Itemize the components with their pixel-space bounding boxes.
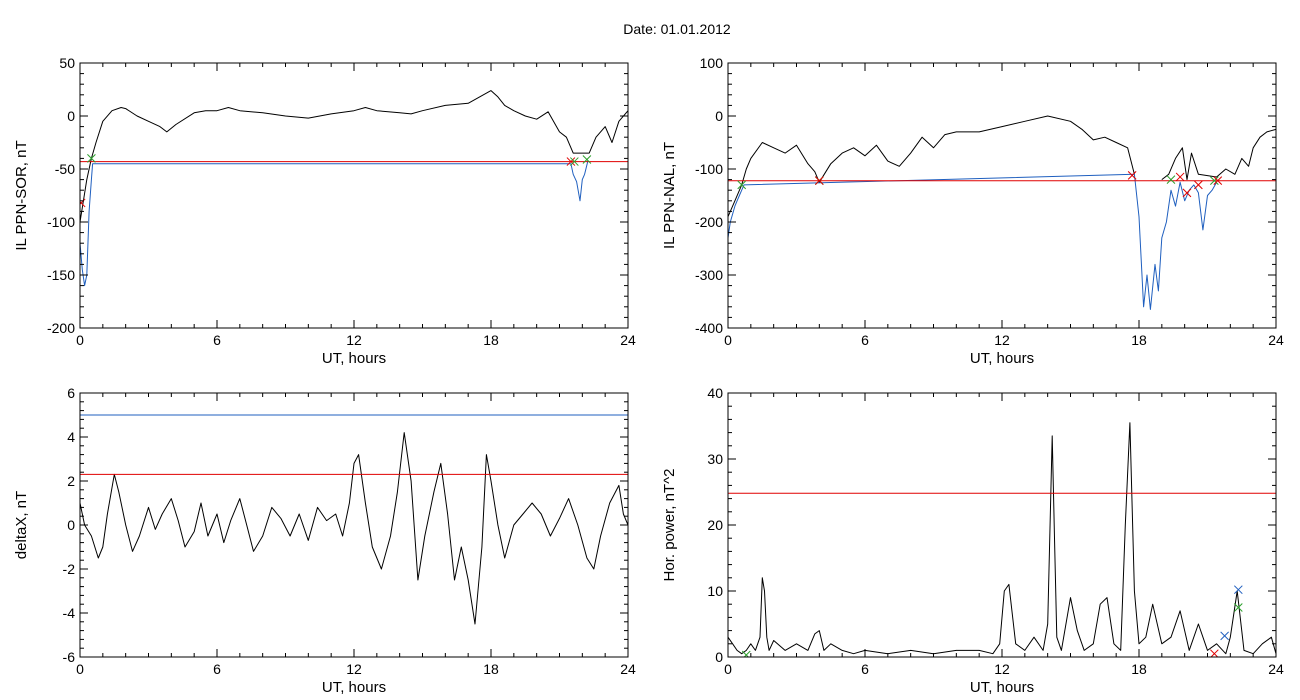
x-axis-label: UT, hours <box>970 679 1034 696</box>
y-tick-label: 20 <box>707 517 723 533</box>
marker-cross <box>87 154 96 163</box>
plot-area <box>80 414 628 625</box>
y-tick-label: -2 <box>63 561 76 577</box>
x-tick-label: 24 <box>620 332 636 348</box>
y-tick-label: -50 <box>55 161 75 177</box>
x-tick-label: 18 <box>1131 661 1147 677</box>
x-tick-label: 18 <box>1131 332 1147 348</box>
y-tick-label: 6 <box>67 385 75 401</box>
marker-cross <box>1233 585 1243 595</box>
figure-title: Date: 01.01.2012 <box>623 21 731 37</box>
y-tick-label: 100 <box>700 55 724 71</box>
x-tick-label: 24 <box>1268 661 1284 677</box>
x-tick-label: 0 <box>76 332 84 348</box>
y-tick-label: -4 <box>63 605 76 621</box>
marker-cross <box>566 157 576 166</box>
y-tick-label: -150 <box>47 267 75 283</box>
y-tick-label: -300 <box>695 267 723 283</box>
marker-cross <box>1220 631 1229 641</box>
axis-frame <box>727 62 1277 329</box>
y-tick-label: 10 <box>707 583 723 599</box>
marker-cross <box>814 176 824 186</box>
x-tick-label: 12 <box>994 332 1010 348</box>
series-line-0 <box>728 115 1135 217</box>
y-tick-label: 2 <box>67 473 75 489</box>
chart-panel-top-right: 0 6 12 18 24 -400 -300 -200 -100 0 100 UT, hours IL … <box>661 55 1284 367</box>
y-tick-label: -400 <box>695 320 723 336</box>
marker-cross <box>1213 176 1223 186</box>
y-tick-label: 0 <box>67 517 75 533</box>
x-tick-label: 24 <box>620 661 636 677</box>
marker-cross <box>1166 175 1176 184</box>
series-line-1 <box>728 173 1218 310</box>
series-line-2 <box>1161 128 1276 181</box>
series-line-0 <box>80 90 628 223</box>
y-tick-label: -200 <box>695 214 723 230</box>
marker-cross <box>741 650 751 657</box>
y-axis-label: IL PPN-NAL, nT <box>661 142 678 249</box>
y-axis-label: Hor. power, nT^2 <box>661 469 678 582</box>
x-tick-label: 12 <box>994 661 1010 677</box>
chart-panel-top-left: 0 6 12 18 24 -200 -150 -100 -50 0 50 UT, hours IL PP… <box>13 55 636 367</box>
marker-cross <box>569 157 579 166</box>
y-tick-label: 0 <box>715 649 723 665</box>
y-tick-label: 50 <box>59 55 75 71</box>
x-tick-label: 12 <box>346 332 362 348</box>
y-tick-label: 4 <box>67 429 75 445</box>
x-axis-label: UT, hours <box>322 350 386 367</box>
plot-area <box>80 90 628 287</box>
marker-cross <box>1175 172 1185 182</box>
marker-cross <box>1233 603 1243 612</box>
series-line-1 <box>80 160 589 287</box>
marker-cross <box>1209 176 1219 186</box>
plot-area <box>728 115 1276 310</box>
x-axis-label: UT, hours <box>322 679 386 696</box>
x-tick-label: 6 <box>213 332 221 348</box>
y-tick-label: -200 <box>47 320 75 336</box>
x-tick-label: 12 <box>346 661 362 677</box>
y-tick-label: -100 <box>695 161 723 177</box>
x-tick-label: 0 <box>724 332 732 348</box>
marker-cross <box>1194 180 1203 190</box>
y-axis-label: deltaX, nT <box>13 491 30 559</box>
y-tick-label: -6 <box>63 649 76 665</box>
plot-area <box>728 422 1276 657</box>
marker-cross <box>1182 188 1192 198</box>
marker-cross <box>1209 649 1219 657</box>
x-tick-label: 18 <box>483 332 499 348</box>
chart-panel-bottom-right: 0 6 12 18 24 0 10 20 30 40 UT, hours Hor. power, nT… <box>661 385 1284 696</box>
marker-cross <box>1127 171 1137 180</box>
y-axis-label: IL PPN-SOR, nT <box>13 140 30 250</box>
x-tick-label: 6 <box>213 661 221 677</box>
marker-cross <box>582 155 592 164</box>
series-line-0 <box>728 422 1276 655</box>
x-tick-label: 0 <box>724 661 732 677</box>
y-tick-label: 0 <box>715 108 723 124</box>
x-tick-label: 24 <box>1268 332 1284 348</box>
axis-frame <box>79 62 629 329</box>
y-tick-label: 0 <box>67 108 75 124</box>
marker-cross <box>80 198 86 208</box>
series-line-0 <box>80 432 628 625</box>
x-tick-label: 6 <box>861 332 869 348</box>
y-tick-label: 40 <box>707 385 723 401</box>
y-tick-label: -100 <box>47 214 75 230</box>
x-tick-label: 18 <box>483 661 499 677</box>
x-axis-label: UT, hours <box>970 350 1034 367</box>
marker-cross <box>737 180 747 190</box>
y-tick-label: 30 <box>707 451 723 467</box>
x-tick-label: 6 <box>861 661 869 677</box>
x-tick-label: 0 <box>76 661 84 677</box>
